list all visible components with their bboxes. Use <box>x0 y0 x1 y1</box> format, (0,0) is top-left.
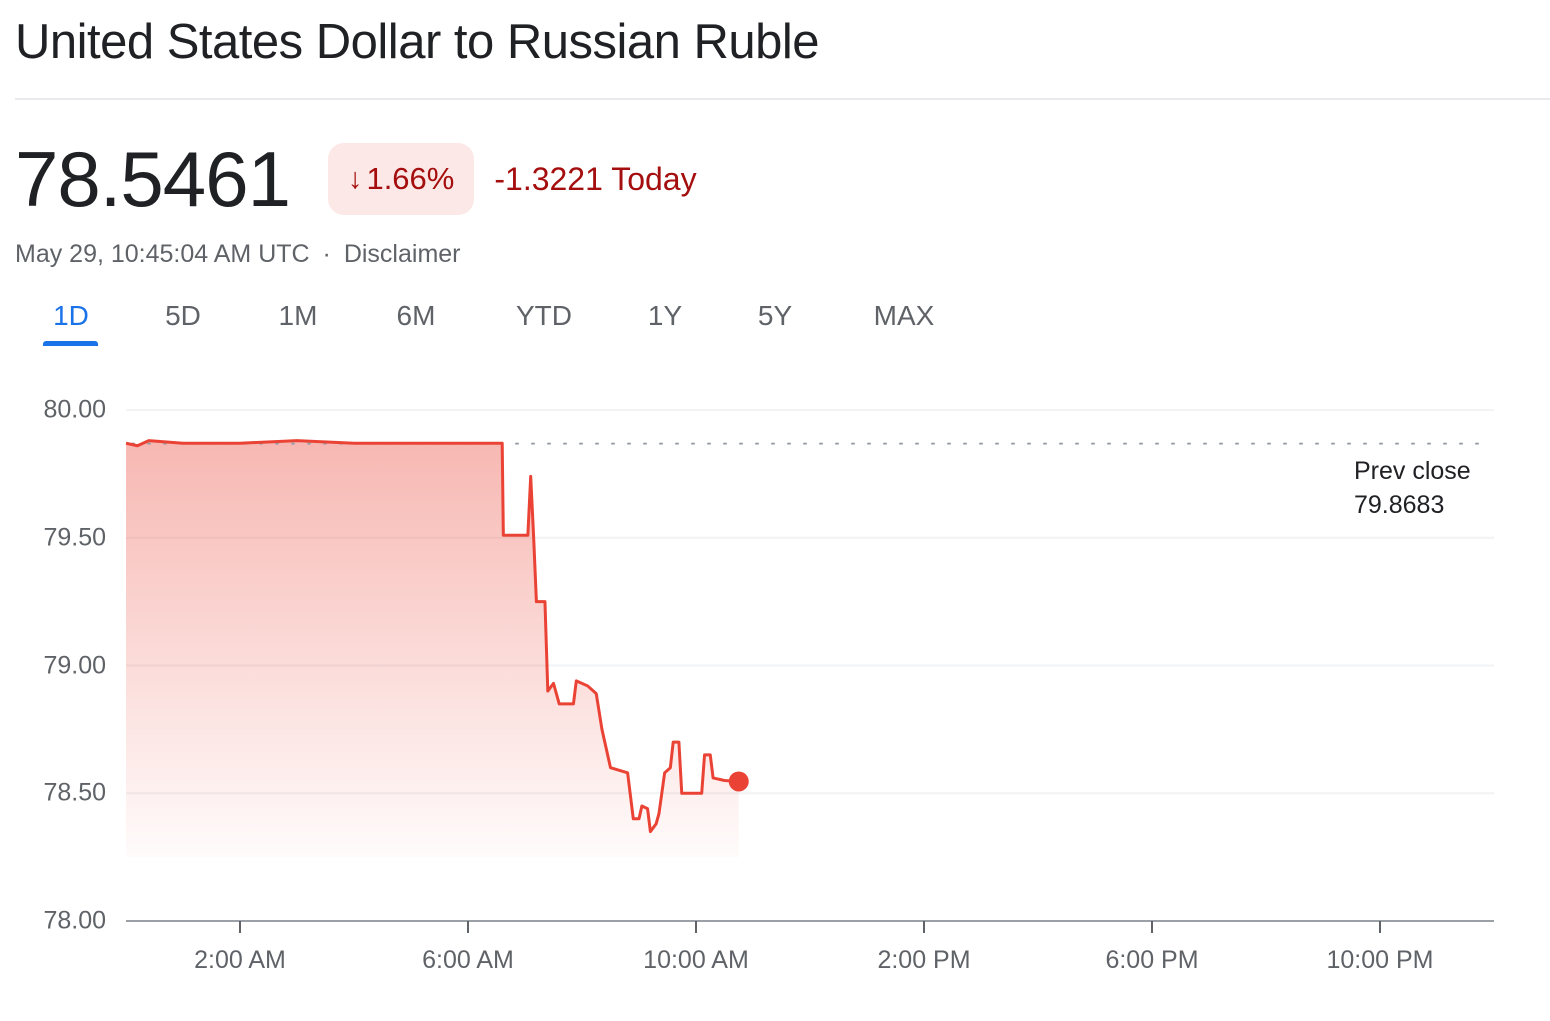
y-axis-label: 79.50 <box>43 523 106 552</box>
price-line <box>125 439 739 834</box>
prev-close-value: 79.8683 <box>1354 491 1445 519</box>
quote-row: 78.5461 ↓ 1.66% -1.3221 Today <box>15 140 697 218</box>
tab-6m[interactable]: 6M <box>396 300 436 331</box>
quote-timestamp: May 29, 10:45:04 AM UTC <box>15 240 310 268</box>
tab-5d[interactable]: 5D <box>165 300 201 331</box>
tab-max[interactable]: MAX <box>873 300 935 331</box>
tab-1m[interactable]: 1M <box>278 300 318 331</box>
meta-separator: · <box>322 240 331 268</box>
x-axis-label: 6:00 PM <box>1105 946 1199 974</box>
y-axis-label: 78.50 <box>43 778 106 807</box>
arrow-down-icon: ↓ <box>347 162 363 195</box>
x-axis-label: 2:00 PM <box>877 946 971 974</box>
tab-5y[interactable]: 5Y <box>757 300 793 331</box>
tab-ytd[interactable]: YTD <box>516 300 572 331</box>
y-axis-label: 78.00 <box>43 906 106 935</box>
last-price-dot <box>728 771 749 792</box>
disclaimer-link[interactable]: Disclaimer <box>343 240 461 268</box>
x-axis-label: 6:00 AM <box>422 946 514 974</box>
current-price: 78.5461 <box>15 135 291 223</box>
quote-meta: May 29, 10:45:04 AM UTC · Disclaimer <box>15 240 461 269</box>
x-axis-label: 10:00 AM <box>643 946 749 974</box>
change-absolute: -1.3221 Today <box>494 160 697 197</box>
y-axis-label: 79.00 <box>43 651 106 679</box>
change-percent: 1.66% <box>366 161 455 196</box>
prev-close-label: Prev close 79.8683 <box>1354 454 1471 522</box>
tab-1d[interactable]: 1D <box>53 300 89 331</box>
range-tabs: 1D 5D 1M 6M YTD 1Y 5Y MAX <box>0 300 1000 350</box>
header-divider <box>15 98 1550 100</box>
active-tab-indicator <box>43 341 98 346</box>
area-fill <box>126 440 739 858</box>
x-axis-label: 10:00 PM <box>1326 946 1434 974</box>
x-axis-label: 2:00 AM <box>194 946 286 974</box>
prev-close-title: Prev close <box>1354 457 1471 485</box>
x-axis-ticks <box>239 921 1381 933</box>
change-percent-badge: ↓ 1.66% <box>327 143 475 215</box>
price-chart[interactable]: 80.00 79.50 79.00 78.50 78.00 2:00 AM 6:00 AM… <box>0 380 1550 1000</box>
page-title: United States Dollar to Russian Ruble <box>15 15 820 69</box>
y-axis-label: 80.00 <box>43 395 106 424</box>
chart-plot[interactable] <box>0 380 1550 1000</box>
tab-1y[interactable]: 1Y <box>647 300 683 331</box>
